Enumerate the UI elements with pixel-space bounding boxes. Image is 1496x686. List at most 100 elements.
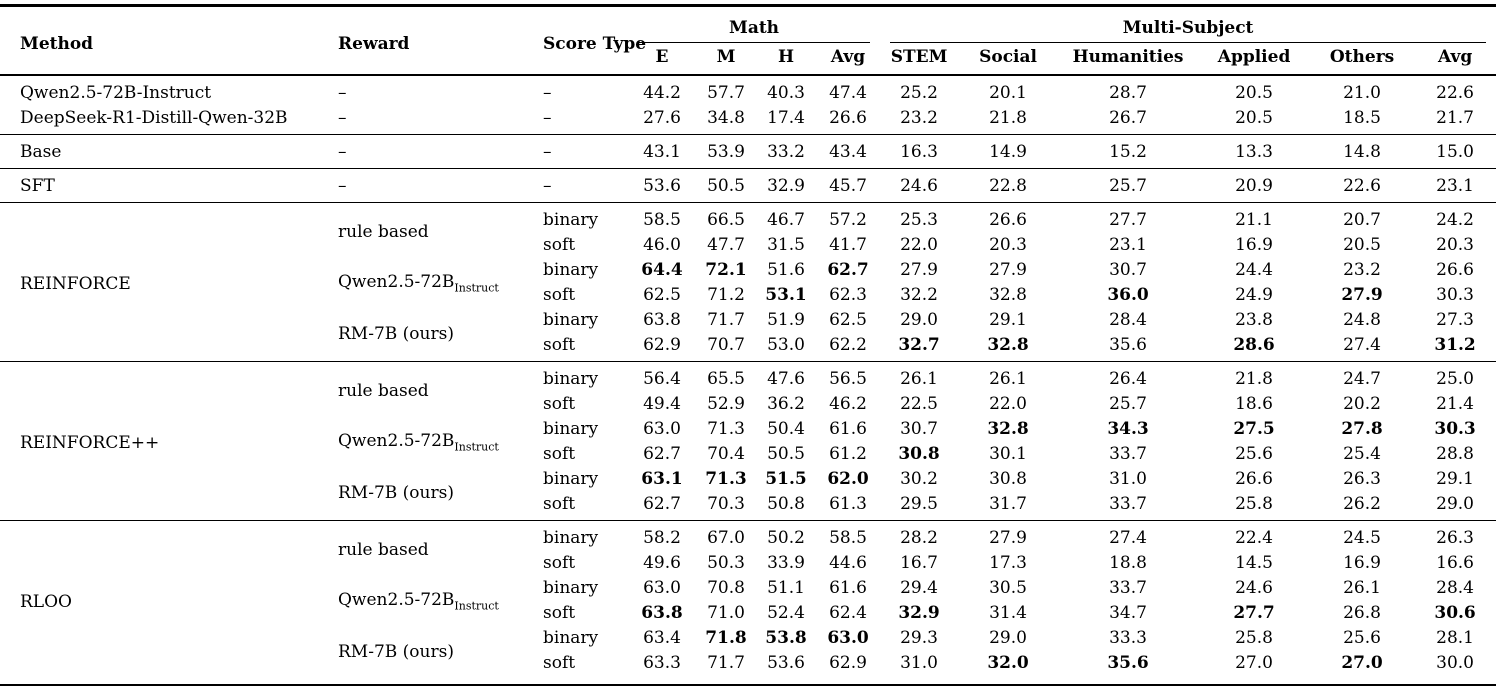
reward-label: rule based [338,540,429,560]
method-label: SFT [20,175,55,196]
value-cell: 62.0 [827,468,869,489]
value-cell: 57.7 [707,82,745,103]
table-row: RLOO rule based binary 58.2 67.0 50.2 58.5 28.2… [0,521,1496,613]
value-cell: 27.6 [643,107,681,128]
value-cell: 63.1 [641,468,683,489]
value-cell: 50.3 [707,552,745,573]
value-cell: 25.8 [1235,627,1273,648]
value-cell: 20.5 [1235,107,1273,128]
value-cell: 18.5 [1343,107,1381,128]
reward-subscript: Instruct [454,440,499,454]
value-cell: 45.7 [829,175,867,196]
value-cell: 62.5 [829,309,867,330]
value-cell: 67.0 [707,527,745,548]
value-cell: 15.2 [1109,141,1147,162]
value-cell: 28.6 [1233,334,1275,355]
table-header: Method Reward Score Type Math Multi-Subj… [0,6,1496,75]
value-cell: 25.6 [1235,443,1273,464]
value-cell: 24.8 [1343,309,1381,330]
value-cell: 27.4 [1343,334,1381,355]
value-cell: 20.2 [1343,393,1381,414]
value-cell: 36.2 [767,393,805,414]
value-cell: 26.7 [1109,107,1147,128]
value-cell: 29.1 [1436,468,1474,489]
value-cell: 50.5 [767,443,805,464]
table-row: soft 62.7 70.3 50.8 61.3 29.5 31.7 33.7 25.8 26.2… [0,491,1496,521]
value-cell: 33.7 [1109,443,1147,464]
value-cell: 43.1 [643,141,681,162]
value-cell: 63.8 [641,602,683,623]
value-cell: 53.0 [767,334,805,355]
value-cell: 25.0 [1436,368,1474,389]
value-cell: 63.0 [643,577,681,598]
value-cell: 46.7 [767,209,805,230]
value-cell: 23.2 [1343,259,1381,280]
value-cell: 32.9 [898,602,940,623]
col-header-score-type: Score Type [543,33,647,54]
value-cell: 26.1 [989,368,1027,389]
value-cell: 18.6 [1235,393,1273,414]
value-cell: 30.3 [1434,418,1476,439]
table-row: Qwen2.5-72B-Instruct – – 44.2 57.7 40.3 47.4 25… [0,75,1496,105]
col-header-social: Social [979,47,1037,67]
value-cell: 30.5 [989,577,1027,598]
value-cell: 71.7 [707,309,745,330]
value-cell: 25.4 [1343,443,1381,464]
value-cell: 50.2 [767,527,805,548]
value-cell: 34.8 [707,107,745,128]
value-cell: 47.4 [829,82,867,103]
reward-label: – [338,107,347,128]
value-cell: 27.9 [1341,284,1383,305]
value-cell: 21.0 [1343,82,1381,103]
value-cell: 33.7 [1109,577,1147,598]
value-cell: 22.8 [989,175,1027,196]
value-cell: 31.7 [989,493,1027,514]
reward-label: – [338,175,347,196]
value-cell: 30.0 [1436,652,1474,673]
value-cell: 16.7 [900,552,938,573]
value-cell: 72.1 [705,259,747,280]
value-cell: 41.7 [829,234,867,255]
value-cell: 24.6 [1235,577,1273,598]
table-row: soft 49.4 52.9 36.2 46.2 22.5 22.0 25.7 18.6 20.2… [0,391,1496,416]
value-cell: 51.5 [765,468,807,489]
reward-label: rule based [338,222,429,242]
value-cell: 71.0 [707,602,745,623]
reward-label: – [338,82,347,103]
value-cell: 27.9 [900,259,938,280]
value-cell: 47.6 [767,368,805,389]
value-cell: 63.4 [643,627,681,648]
value-cell: 26.6 [1436,259,1474,280]
col-header-avg: Avg [830,47,866,67]
value-cell: 44.6 [829,552,867,573]
value-cell: 26.6 [1235,468,1273,489]
value-cell: 61.6 [829,418,867,439]
value-cell: 70.8 [707,577,745,598]
value-cell: 61.3 [829,493,867,514]
value-cell: 56.4 [643,368,681,389]
value-cell: 26.6 [829,107,867,128]
value-cell: 31.5 [767,234,805,255]
value-cell: 22.0 [989,393,1027,414]
method-label: Qwen2.5-72B-Instruct [20,82,212,103]
value-cell: 52.9 [707,393,745,414]
value-cell: 46.2 [829,393,867,414]
value-cell: 25.6 [1343,627,1381,648]
value-cell: 43.4 [829,141,867,162]
table-row: RM-7B (ours) binary 63.8 71.7 51.9 62.5 29.0 29… [0,307,1496,345]
score-type-label: soft [543,652,576,673]
value-cell: 28.4 [1436,577,1474,598]
value-cell: 62.2 [829,334,867,355]
value-cell: 22.0 [900,234,938,255]
col-group-math: Math [628,6,880,43]
value-cell: 51.9 [767,309,805,330]
value-cell: 61.2 [829,443,867,464]
value-cell: 20.3 [1436,234,1474,255]
value-cell: 28.7 [1109,82,1147,103]
method-label: REINFORCE++ [20,433,160,453]
value-cell: 27.5 [1233,418,1275,439]
table-row: Base – – 43.1 53.9 33.2 43.4 16.3 14.9 15.2 13.3 14… [0,135,1496,169]
value-cell: 71.3 [705,468,747,489]
col-header-reward: Reward [338,33,410,54]
value-cell: 23.1 [1436,175,1474,196]
